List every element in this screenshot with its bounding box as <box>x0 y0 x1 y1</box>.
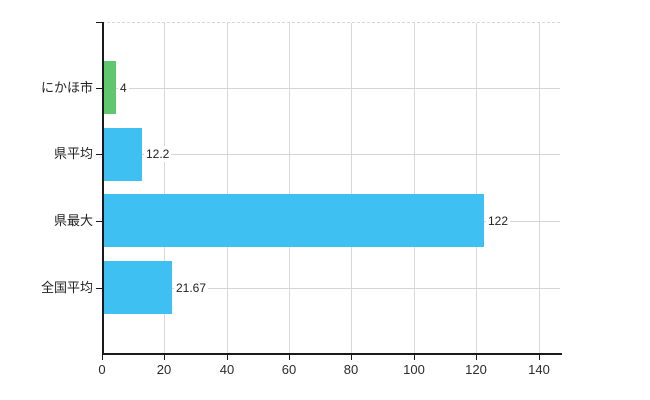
bar-2 <box>104 194 484 247</box>
gridline-vertical-60 <box>289 23 290 353</box>
x-tick-40 <box>227 355 228 360</box>
gridline-horizontal-row-1 <box>104 154 560 155</box>
x-axis <box>102 353 562 355</box>
gridline-vertical-140 <box>539 23 540 353</box>
x-tick-label-20: 20 <box>156 362 172 377</box>
gridline-horizontal-row-0 <box>104 88 560 89</box>
value-label-1: 12.2 <box>144 146 172 162</box>
value-label-2: 122 <box>486 213 511 229</box>
x-tick-0 <box>102 355 103 360</box>
gridline-horizontal-row-3 <box>104 288 560 289</box>
gridline-vertical-100 <box>414 23 415 353</box>
x-tick-label-40: 40 <box>219 362 235 377</box>
plot-top-border-line <box>102 22 560 23</box>
value-label-0: 4 <box>118 80 129 96</box>
gridline-vertical-120 <box>476 23 477 353</box>
gridline-vertical-40 <box>227 23 228 353</box>
x-tick-80 <box>351 355 352 360</box>
y-tick-1 <box>96 154 102 155</box>
x-tick-140 <box>539 355 540 360</box>
category-label-3: 全国平均 <box>40 280 93 295</box>
x-tick-label-120: 120 <box>465 362 487 377</box>
gridline-vertical-80 <box>351 23 352 353</box>
x-tick-label-100: 100 <box>403 362 425 377</box>
value-label-3: 21.67 <box>174 280 209 296</box>
x-tick-label-0: 0 <box>98 362 106 377</box>
x-tick-label-80: 80 <box>343 362 359 377</box>
y-tick-top <box>96 22 102 23</box>
bar-1 <box>104 128 142 181</box>
category-label-0: にかほ市 <box>40 80 93 95</box>
x-tick-label-140: 140 <box>528 362 550 377</box>
y-tick-0 <box>96 88 102 89</box>
x-tick-label-60: 60 <box>281 362 297 377</box>
x-tick-60 <box>289 355 290 360</box>
gridline-vertical-20 <box>164 23 165 353</box>
bar-3 <box>104 261 172 314</box>
y-axis <box>102 22 104 355</box>
x-tick-100 <box>414 355 415 360</box>
y-tick-3 <box>96 288 102 289</box>
bar-0 <box>104 61 116 114</box>
category-label-1: 県平均 <box>53 146 93 161</box>
category-label-2: 県最大 <box>53 213 93 228</box>
x-tick-120 <box>476 355 477 360</box>
y-tick-2 <box>96 221 102 222</box>
x-tick-20 <box>164 355 165 360</box>
